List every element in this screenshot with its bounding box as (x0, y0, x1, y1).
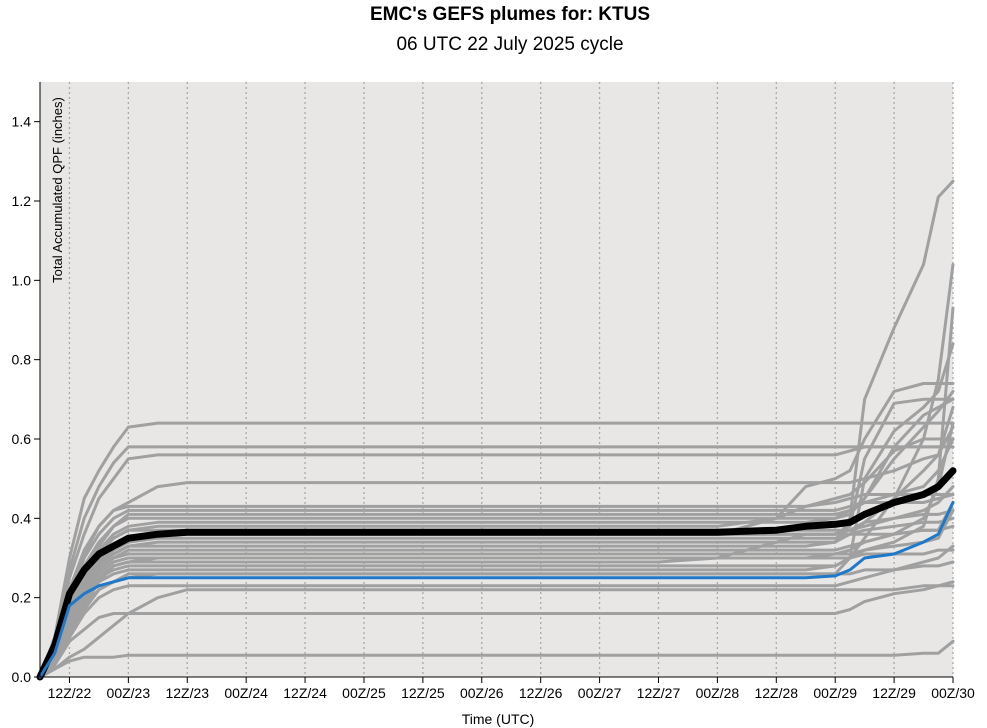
y-tick-label: 0.8 (12, 352, 32, 368)
ensemble-mean-series (36, 467, 957, 681)
x-tick-label: 12Z/26 (519, 685, 563, 701)
x-tick-label: 12Z/23 (165, 685, 209, 701)
ensemble-member-line (38, 501, 955, 679)
x-tick-label: 12Z/25 (401, 685, 445, 701)
x-axis-label: Time (UTC) (462, 711, 535, 727)
x-tick-label: 00Z/26 (460, 685, 504, 701)
ensemble-member-line (38, 544, 955, 679)
x-tick-label: 00Z/29 (813, 685, 857, 701)
y-tick-label: 0.0 (12, 669, 32, 685)
axes: 12Z/22 00Z/23 12Z/23 00Z/24 12Z/24 00Z/25 12Z/… (12, 82, 975, 701)
x-tick-label: 00Z/27 (578, 685, 622, 701)
x-tick-label: 12Z/24 (283, 685, 327, 701)
x-tick-label: 00Z/24 (224, 685, 268, 701)
ensemble-member-line (38, 639, 955, 679)
y-tick-label: 0.4 (12, 510, 32, 526)
control-member-line (38, 501, 955, 679)
x-tick-label: 12Z/27 (637, 685, 681, 701)
y-tick-label: 1.4 (12, 114, 32, 130)
ensemble-member-line (38, 524, 955, 679)
plot-background (40, 82, 953, 677)
y-tick-label: 0.6 (12, 431, 32, 447)
y-tick-label: 0.2 (12, 590, 32, 606)
ensemble-member-line (38, 560, 955, 679)
y-axis-label: Total Accumulated QPF (inches) (50, 97, 65, 283)
x-tick-label: 00Z/23 (107, 685, 151, 701)
ensemble-member-line (38, 508, 955, 679)
ensemble-members (38, 179, 955, 679)
y-tick-label: 1.0 (12, 272, 32, 288)
ensemble-member-line (38, 437, 955, 679)
x-tick-label: 12Z/28 (754, 685, 798, 701)
ensemble-member-line (38, 584, 955, 679)
ensemble-member-line (38, 421, 955, 679)
chart-subtitle: 06 UTC 22 July 2025 cycle (396, 34, 624, 55)
control-member-series (38, 501, 955, 679)
x-tick-label: 12Z/22 (48, 685, 92, 701)
ensemble-member-line (38, 580, 955, 679)
chart-title: EMC's GEFS plumes for: KTUS (369, 4, 651, 25)
x-tick-label: 12Z/29 (872, 685, 916, 701)
x-tick-label: 00Z/30 (931, 685, 975, 701)
ensemble-mean-line (36, 467, 957, 681)
y-tick-label: 1.2 (12, 193, 32, 209)
x-tick-label: 00Z/25 (342, 685, 386, 701)
x-tick-label: 00Z/28 (696, 685, 740, 701)
